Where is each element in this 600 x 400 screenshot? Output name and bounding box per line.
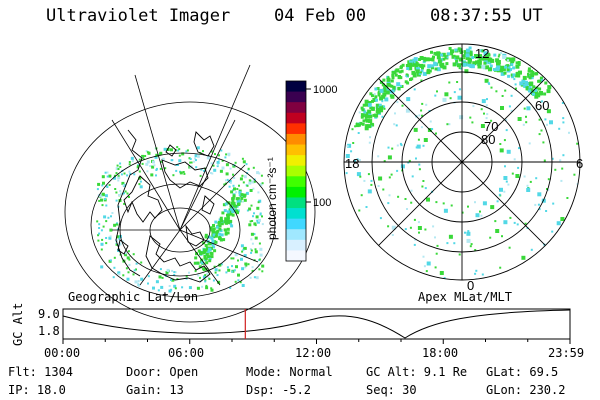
info-mode: Mode: Normal (246, 365, 333, 379)
info-glon: GLon: 230.2 (486, 383, 565, 397)
timeline-frame (63, 309, 570, 339)
info-ip: IP: 18.0 (8, 383, 66, 397)
orbit-timeline: 9.0 1.8 GC Alt 00:00 06:00 12:00 18:00 2… (0, 0, 600, 400)
x-tick-1800: 18:00 (422, 346, 458, 360)
timeline-ticks (63, 339, 570, 344)
info-glat: GLat: 69.5 (486, 365, 558, 379)
info-flight: Flt: 1304 (8, 365, 73, 379)
x-tick-0000: 00:00 (44, 346, 80, 360)
info-door: Door: Open (126, 365, 198, 379)
y-tick-1-8: 1.8 (38, 324, 60, 338)
timeline-axis-label: GC Alt (11, 303, 25, 346)
uvi-display: Ultraviolet Imager 04 Feb 00 08:37:55 UT (0, 0, 600, 400)
y-tick-9: 9.0 (38, 307, 60, 321)
x-tick-2359: 23:59 (548, 346, 584, 360)
info-dsp: Dsp: -5.2 (246, 383, 311, 397)
info-gain: Gain: 13 (126, 383, 184, 397)
altitude-curve (63, 310, 570, 338)
info-gc-alt: GC Alt: 9.1 Re (366, 365, 467, 379)
info-seq: Seq: 30 (366, 383, 417, 397)
x-tick-1200: 12:00 (295, 346, 331, 360)
x-tick-0600: 06:00 (168, 346, 204, 360)
